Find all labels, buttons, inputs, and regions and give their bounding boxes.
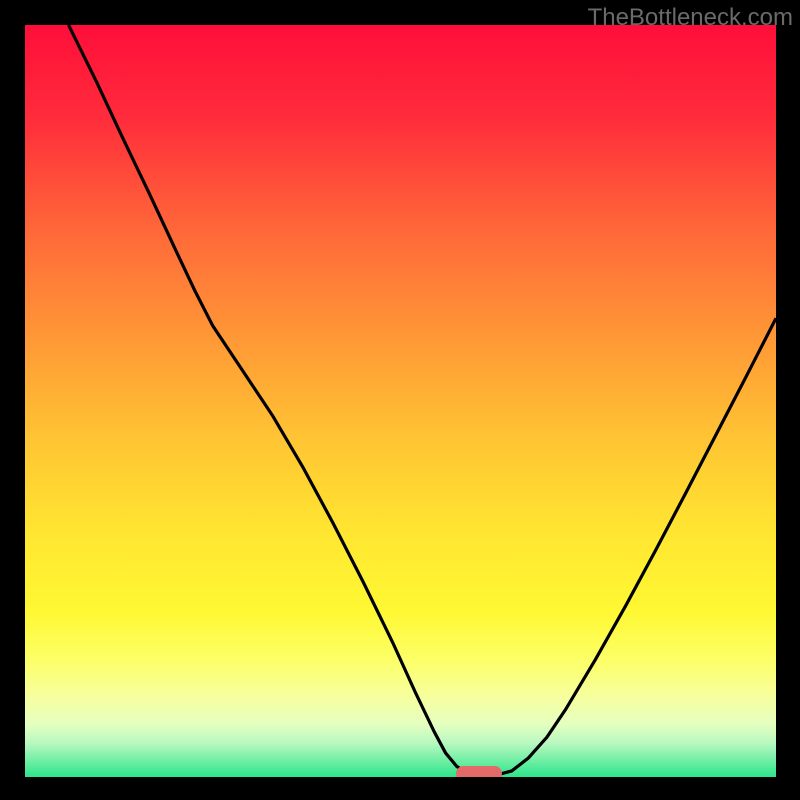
plot-area [25,25,776,777]
chart-container: TheBottleneck.com [0,0,800,800]
curve-layer [25,25,776,777]
bottleneck-curve [69,25,776,775]
optimal-marker [456,766,502,777]
watermark-text: TheBottleneck.com [588,4,793,32]
